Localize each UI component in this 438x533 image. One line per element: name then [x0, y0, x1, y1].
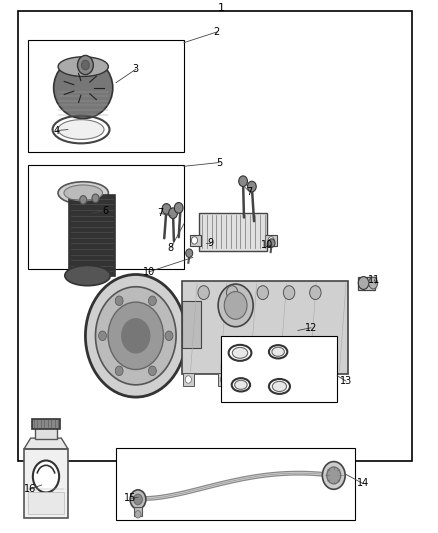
Text: 2: 2: [214, 27, 220, 37]
Circle shape: [122, 319, 150, 353]
Bar: [221, 336, 337, 402]
Bar: [319, 362, 329, 375]
Text: 3: 3: [133, 64, 139, 74]
Circle shape: [310, 286, 321, 300]
Ellipse shape: [58, 182, 109, 204]
Bar: [190, 235, 201, 246]
Ellipse shape: [53, 58, 113, 118]
Circle shape: [33, 461, 59, 492]
Bar: [35, 427, 57, 439]
Bar: [24, 449, 68, 518]
Bar: [182, 301, 201, 348]
Circle shape: [257, 286, 268, 300]
Text: 11: 11: [368, 275, 381, 285]
Circle shape: [148, 296, 156, 305]
Circle shape: [95, 287, 176, 385]
Circle shape: [130, 490, 146, 509]
Circle shape: [85, 274, 186, 397]
Bar: [183, 373, 194, 386]
Bar: [218, 373, 229, 386]
Circle shape: [218, 284, 253, 327]
Bar: [28, 492, 64, 514]
Ellipse shape: [58, 57, 108, 76]
Ellipse shape: [272, 348, 284, 357]
Circle shape: [226, 286, 238, 300]
Bar: [265, 235, 277, 246]
Circle shape: [327, 467, 341, 484]
Circle shape: [220, 376, 226, 383]
Text: 7: 7: [157, 208, 163, 218]
Circle shape: [268, 237, 274, 244]
Circle shape: [277, 376, 283, 383]
Circle shape: [191, 237, 198, 244]
Circle shape: [92, 194, 99, 203]
Circle shape: [358, 277, 369, 289]
Bar: [116, 448, 355, 520]
Circle shape: [321, 365, 327, 373]
Circle shape: [247, 181, 256, 192]
Circle shape: [174, 203, 183, 213]
Text: 9: 9: [207, 238, 213, 247]
Circle shape: [165, 331, 173, 341]
Text: 10: 10: [261, 240, 273, 250]
Circle shape: [115, 296, 123, 305]
Circle shape: [169, 208, 177, 219]
Text: 15: 15: [124, 494, 137, 503]
Text: 6: 6: [102, 206, 108, 215]
Polygon shape: [24, 438, 68, 449]
Ellipse shape: [64, 185, 102, 201]
Circle shape: [108, 302, 163, 369]
Bar: [182, 281, 348, 374]
Text: 8: 8: [168, 243, 174, 253]
Ellipse shape: [272, 381, 286, 392]
Text: 16: 16: [24, 484, 36, 494]
Text: 5: 5: [216, 158, 222, 167]
Ellipse shape: [232, 348, 248, 358]
Circle shape: [115, 366, 123, 376]
Circle shape: [134, 494, 142, 505]
Circle shape: [322, 462, 345, 489]
Text: 1: 1: [218, 3, 225, 13]
Ellipse shape: [235, 381, 247, 389]
Ellipse shape: [58, 120, 104, 140]
Bar: [28, 165, 184, 269]
Ellipse shape: [65, 265, 110, 286]
Text: 13: 13: [340, 376, 352, 386]
Bar: [18, 11, 412, 461]
Text: 7: 7: [247, 187, 253, 197]
Circle shape: [148, 366, 156, 376]
Bar: [69, 195, 115, 276]
Circle shape: [268, 239, 275, 247]
Text: 12: 12: [305, 323, 317, 333]
Circle shape: [186, 249, 193, 257]
Bar: [28, 40, 184, 152]
Circle shape: [135, 511, 141, 518]
Text: 14: 14: [357, 479, 369, 488]
Ellipse shape: [369, 277, 378, 289]
Circle shape: [99, 331, 106, 341]
Bar: [32, 419, 60, 429]
Circle shape: [81, 60, 89, 70]
Circle shape: [239, 176, 247, 187]
Bar: [275, 373, 286, 386]
Circle shape: [283, 286, 295, 300]
Bar: [358, 277, 375, 290]
Text: 4: 4: [54, 126, 60, 135]
Circle shape: [162, 204, 171, 214]
Circle shape: [78, 55, 93, 75]
Bar: [134, 507, 142, 516]
Circle shape: [198, 286, 209, 300]
Text: 10: 10: [143, 267, 155, 277]
Circle shape: [80, 196, 87, 204]
Circle shape: [185, 376, 191, 383]
Circle shape: [224, 292, 247, 319]
Bar: [199, 213, 267, 251]
